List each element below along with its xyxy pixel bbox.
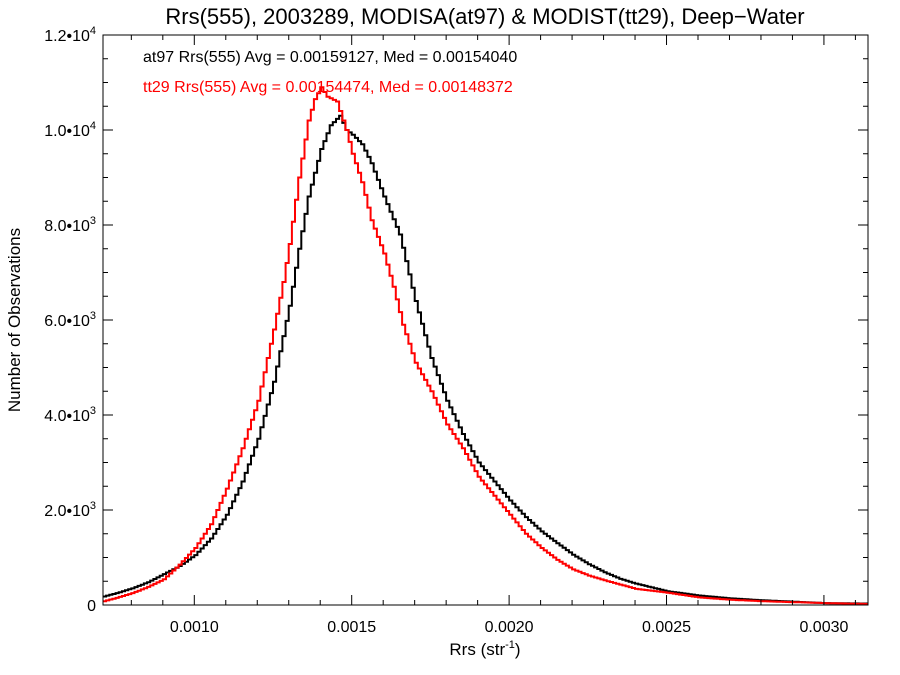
plot-frame	[102, 34, 869, 606]
series-at97-line	[103, 114, 868, 605]
x-tick-label: 0.0010	[170, 619, 219, 636]
y-tick-label: 1.0•104	[44, 120, 96, 140]
x-axis-label: Rrs (str-1)	[449, 639, 520, 659]
y-tick-label: 4.0•103	[44, 405, 96, 425]
x-tick-label: 0.0025	[642, 619, 691, 636]
x-tick-label: 0.0015	[327, 619, 376, 636]
y-tick-label: 0	[87, 598, 96, 615]
x-tick-label: 0.0030	[799, 619, 848, 636]
chart-title: Rrs(555), 2003289, MODISA(at97) & MODIST…	[165, 4, 804, 29]
y-tick-label: 8.0•103	[44, 215, 96, 235]
series-tt29-line	[103, 86, 868, 605]
y-axis-label: Number of Observations	[5, 228, 24, 412]
annotation-tt29-stats: tt29 Rrs(555) Avg = 0.00154474, Med = 0.…	[143, 79, 513, 96]
y-tick-label: 1.2•104	[44, 25, 96, 45]
y-tick-label: 6.0•103	[44, 310, 96, 330]
series-layer	[103, 86, 868, 605]
x-tick-label: 0.0020	[485, 619, 534, 636]
annotation-at97-stats: at97 Rrs(555) Avg = 0.00159127, Med = 0.…	[143, 49, 517, 66]
y-tick-label: 2.0•103	[44, 500, 96, 520]
axes-layer: 0.0010 0.0015 0.0020 0.0025 0.0030 0 2.0•103 4.…	[44, 25, 868, 636]
